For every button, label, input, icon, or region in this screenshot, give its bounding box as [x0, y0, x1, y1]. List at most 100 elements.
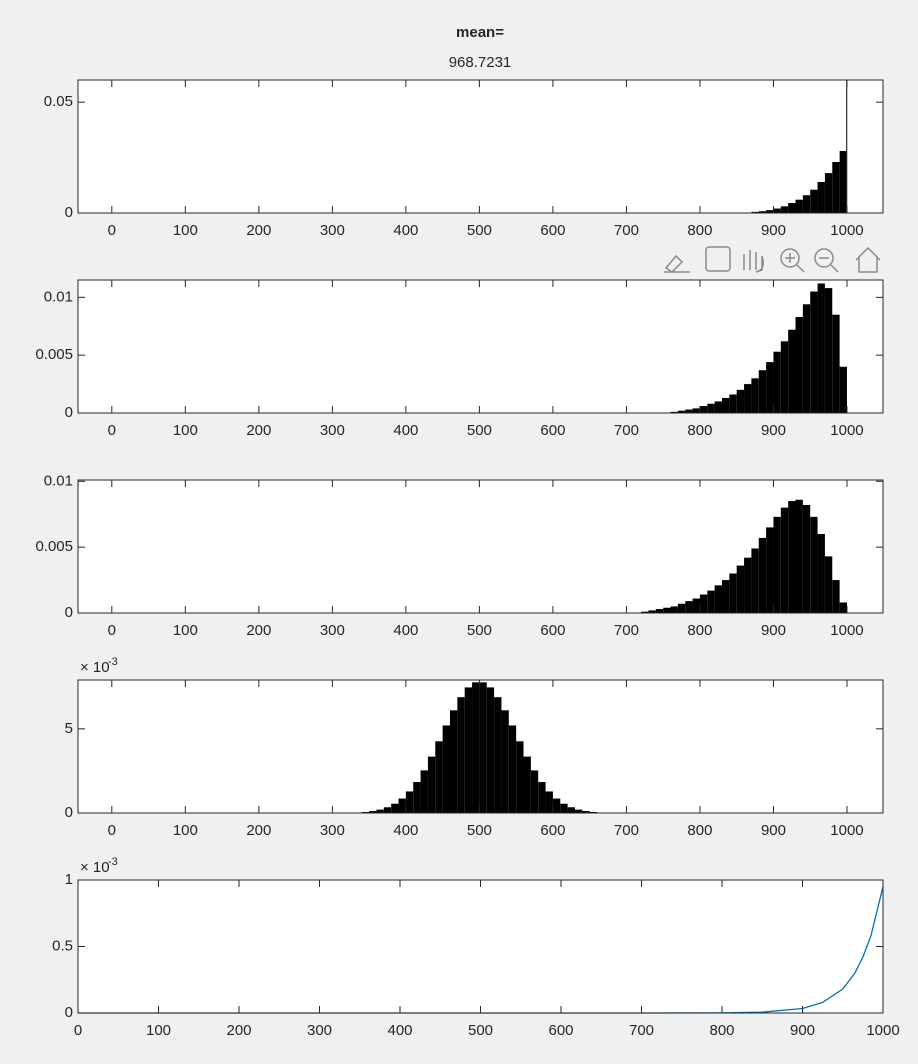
histogram-bar	[714, 401, 722, 413]
y-tick-label: 1	[65, 871, 73, 888]
x-tick-label: 900	[761, 222, 786, 239]
axes-frame	[77, 479, 884, 614]
histogram-bar	[795, 317, 803, 413]
datatip-icon[interactable]	[705, 246, 731, 272]
axes-frame	[77, 279, 884, 414]
x-tick-label: 500	[468, 1022, 493, 1039]
histogram-bar	[442, 725, 450, 813]
histogram-bar	[766, 527, 774, 613]
x-tick-label: 200	[246, 422, 271, 439]
y-tick-label: 0	[65, 204, 73, 221]
histogram-bar	[795, 499, 803, 613]
histogram-bar	[810, 189, 818, 213]
histogram-bar	[824, 288, 833, 413]
x-tick-label: 700	[614, 822, 639, 839]
brush-icon[interactable]	[664, 254, 690, 273]
zoom-out-icon[interactable]	[814, 248, 834, 268]
histogram-bar	[501, 710, 509, 813]
x-tick-label: 0	[108, 422, 116, 439]
histogram-bar	[817, 283, 825, 413]
histogram-bar	[383, 807, 392, 813]
histogram-bar	[729, 573, 737, 613]
histogram-bar	[766, 362, 774, 413]
histogram-bar	[648, 610, 656, 613]
histogram-bar	[523, 756, 531, 813]
x-tick-label: 100	[173, 822, 198, 839]
histogram-bar	[795, 199, 803, 213]
histogram-bar	[435, 741, 443, 813]
histogram-bar	[839, 366, 847, 413]
histogram-bar	[413, 782, 421, 813]
histogram-bar	[699, 594, 708, 613]
y-tick-label: 0.005	[35, 538, 73, 555]
x-tick-label: 200	[246, 222, 271, 239]
histogram-bar	[780, 507, 789, 613]
histogram-bar	[766, 210, 774, 213]
histogram-bar	[552, 798, 561, 813]
pan-icon[interactable]	[743, 250, 764, 273]
x-tick-label: 400	[393, 622, 418, 639]
y-exponent-power: -3	[108, 856, 118, 868]
x-tick-label: 1000	[830, 222, 863, 239]
x-tick-label: 600	[540, 422, 565, 439]
x-tick-label: 800	[687, 222, 712, 239]
histogram-bar	[729, 394, 737, 413]
histogram-bar	[802, 505, 811, 613]
x-tick-label: 100	[173, 222, 198, 239]
histogram-bar	[832, 314, 840, 413]
histogram-bar	[744, 384, 752, 413]
histogram-bar	[722, 580, 730, 613]
histogram-bar	[567, 807, 575, 813]
histogram-bar	[538, 782, 546, 813]
histogram-bar	[714, 585, 722, 613]
histogram-bar	[361, 811, 370, 813]
x-tick-label: 0	[108, 622, 116, 639]
x-tick-label: 100	[173, 422, 198, 439]
x-tick-label: 300	[320, 622, 345, 639]
histogram-bar	[780, 206, 789, 213]
x-tick-label: 700	[629, 1022, 654, 1039]
x-tick-label: 300	[320, 222, 345, 239]
histogram-bar	[736, 389, 745, 413]
y-tick-label: 0.01	[44, 288, 73, 305]
home-icon[interactable]	[855, 246, 881, 273]
zoom-in-icon[interactable]	[780, 248, 800, 268]
histogram-bar	[692, 408, 700, 413]
x-tick-label: 700	[614, 622, 639, 639]
histogram-bar	[802, 304, 811, 413]
histogram-bar	[810, 291, 818, 413]
y-tick-label: 0.01	[44, 472, 73, 489]
histogram-bar	[751, 548, 759, 613]
histogram-bar	[817, 181, 825, 213]
histogram-bar	[560, 803, 568, 813]
histogram-bar	[788, 501, 796, 613]
histogram-bar	[589, 811, 598, 813]
x-tick-label: 400	[387, 1022, 412, 1039]
axes-background	[78, 880, 883, 1013]
histogram-bar	[685, 409, 693, 413]
x-tick-label: 800	[709, 1022, 734, 1039]
histogram-bar	[508, 725, 517, 813]
histogram-bar	[641, 611, 649, 613]
x-tick-label: 500	[467, 822, 492, 839]
x-tick-label: 700	[614, 222, 639, 239]
histogram-bar	[405, 791, 414, 813]
histogram-bar	[545, 791, 553, 813]
x-tick-label: 0	[108, 822, 116, 839]
histogram-bar	[707, 590, 715, 613]
x-tick-label: 900	[790, 1022, 815, 1039]
histogram-bar	[817, 533, 825, 613]
x-tick-label: 600	[548, 1022, 573, 1039]
histogram-bar	[472, 682, 480, 813]
x-tick-label: 400	[393, 222, 418, 239]
axes-toolbar[interactable]	[664, 246, 881, 273]
histogram-bar	[722, 397, 730, 413]
histogram-bar	[670, 411, 678, 413]
histogram-bar	[685, 601, 693, 613]
histogram-bar	[736, 565, 745, 613]
x-tick-label: 500	[467, 622, 492, 639]
x-tick-label: 500	[467, 222, 492, 239]
x-tick-label: 900	[761, 622, 786, 639]
x-tick-label: 500	[467, 422, 492, 439]
x-tick-label: 600	[540, 222, 565, 239]
